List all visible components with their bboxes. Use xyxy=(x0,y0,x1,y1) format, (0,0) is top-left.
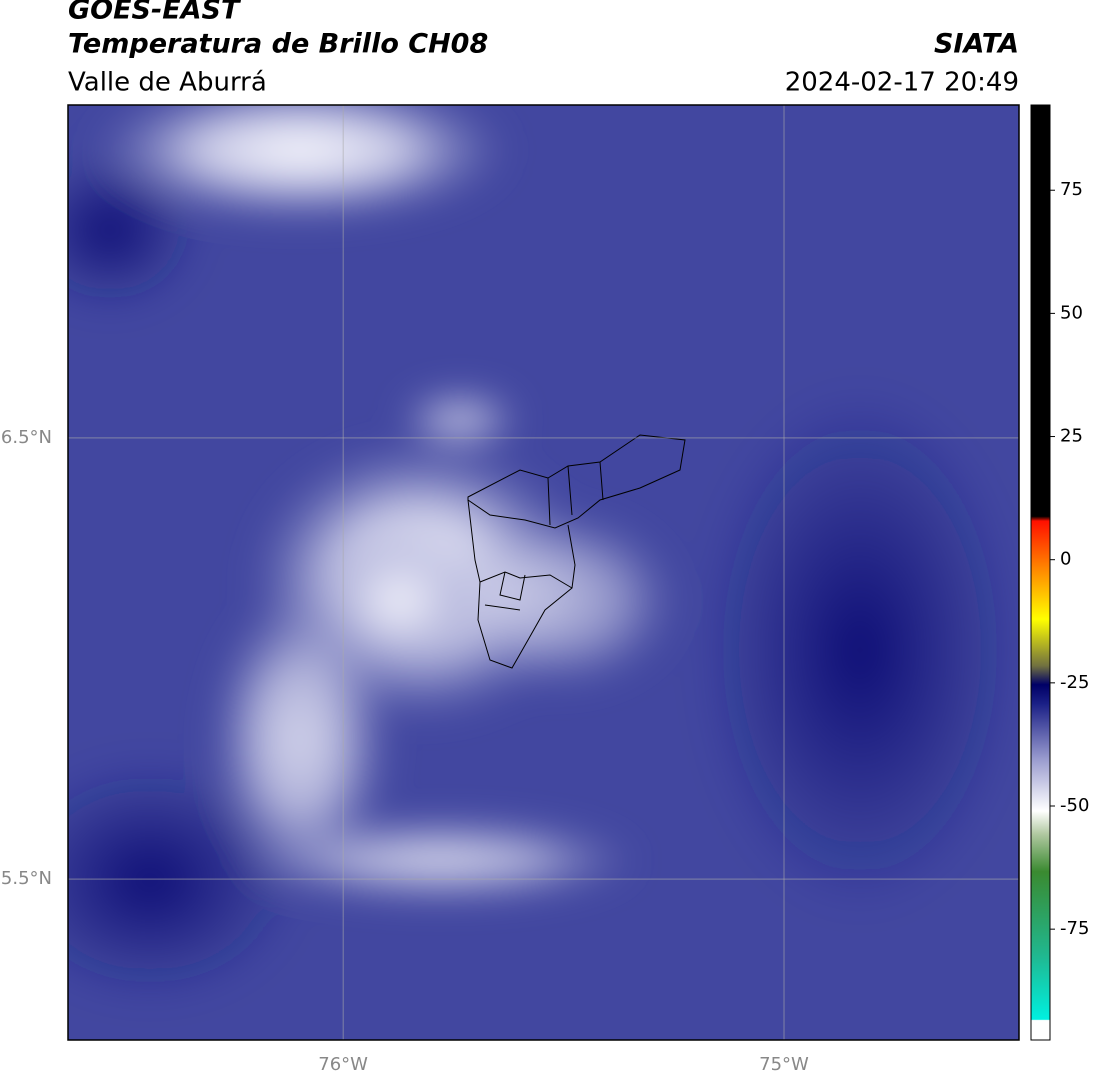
colorbar-tick-label: -75 xyxy=(1060,918,1089,939)
subtitle: Temperatura de Brillo CH08 xyxy=(68,29,488,60)
colorbar-tick-label: -25 xyxy=(1060,672,1089,693)
colorbar-tick-label: 0 xyxy=(1060,549,1071,570)
gridlines xyxy=(68,105,1019,1040)
source: SIATA xyxy=(934,29,1019,60)
lon-tick-label: 76°W xyxy=(318,1054,368,1075)
title: GOES-EAST xyxy=(68,0,242,26)
colorbar xyxy=(1030,104,1051,1041)
colorbar-tick-label: 50 xyxy=(1060,302,1083,323)
region: Valle de Aburrá xyxy=(68,68,267,98)
municipal-boundaries xyxy=(467,434,686,669)
satellite-image xyxy=(68,105,1019,1040)
lon-tick-label: 75°W xyxy=(759,1054,809,1075)
datetime: 2024-02-17 20:49 xyxy=(785,68,1019,98)
colorbar-tick-label: 75 xyxy=(1060,179,1083,200)
colorbar-tick-label: 25 xyxy=(1060,426,1083,447)
lat-tick-label: 5.5°N xyxy=(1,868,52,889)
lat-tick-label: 6.5°N xyxy=(1,427,52,448)
map-frame xyxy=(67,104,1020,1041)
colorbar-tick-label: -50 xyxy=(1060,795,1089,816)
